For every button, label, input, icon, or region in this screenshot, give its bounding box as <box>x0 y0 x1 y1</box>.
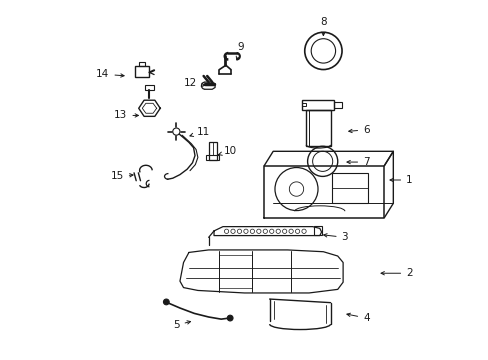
Text: 8: 8 <box>320 17 326 36</box>
Bar <box>205 155 219 160</box>
Bar <box>305 110 330 146</box>
Bar <box>135 66 149 77</box>
Circle shape <box>227 315 233 321</box>
Text: 10: 10 <box>218 146 236 156</box>
Text: 9: 9 <box>236 42 244 60</box>
Text: 12: 12 <box>183 78 204 88</box>
Bar <box>332 173 367 203</box>
Text: 15: 15 <box>110 171 133 181</box>
Text: 4: 4 <box>346 313 369 323</box>
Text: 3: 3 <box>323 232 347 242</box>
Text: 13: 13 <box>114 111 138 121</box>
Bar <box>208 142 216 160</box>
Text: 6: 6 <box>348 125 369 135</box>
Bar <box>333 102 341 108</box>
Bar <box>301 100 333 110</box>
Bar <box>145 85 153 90</box>
Text: 14: 14 <box>96 69 124 79</box>
Circle shape <box>163 299 169 305</box>
Text: 7: 7 <box>346 157 369 167</box>
Bar <box>139 62 145 66</box>
Text: 11: 11 <box>189 127 209 136</box>
Text: 5: 5 <box>173 320 190 330</box>
Text: 1: 1 <box>389 175 412 185</box>
Text: 2: 2 <box>380 268 412 278</box>
Bar <box>314 226 322 235</box>
Bar <box>301 103 305 107</box>
